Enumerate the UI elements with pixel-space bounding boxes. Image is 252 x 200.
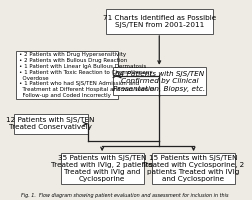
Text: 15 Patients with SJS/TEN
Treated with Cyclosporine, 2
patients Treated with IVIg: 15 Patients with SJS/TEN Treated with Cy… bbox=[142, 155, 245, 182]
Text: 71 Charts Identified as Possible
SJS/TEN from 2001-2011: 71 Charts Identified as Possible SJS/TEN… bbox=[103, 15, 216, 28]
FancyBboxPatch shape bbox=[16, 51, 118, 99]
FancyBboxPatch shape bbox=[61, 153, 144, 184]
FancyBboxPatch shape bbox=[152, 153, 235, 184]
Text: • 2 Patients with Drug Hypersensitivity
• 2 Patients with Bullous Drug Reaction
: • 2 Patients with Drug Hypersensitivity … bbox=[19, 52, 155, 98]
FancyBboxPatch shape bbox=[113, 67, 206, 95]
Text: 35 Patients with SJS/TEN
Treated with IVIg, 2 patients
Treated with IVIg and
Cyc: 35 Patients with SJS/TEN Treated with IV… bbox=[51, 155, 153, 182]
Text: 64 Patients with SJS/TEN
Confirmed by Clinical
Presentation, Biopsy, etc.: 64 Patients with SJS/TEN Confirmed by Cl… bbox=[113, 71, 205, 92]
Text: Fig. 1.  Flow diagram showing patient evaluation and assessment for inclusion in: Fig. 1. Flow diagram showing patient eva… bbox=[21, 193, 229, 198]
FancyBboxPatch shape bbox=[14, 114, 88, 134]
Text: 12 Patients with SJS/TEN
Treated Conservatively: 12 Patients with SJS/TEN Treated Conserv… bbox=[7, 117, 95, 130]
FancyBboxPatch shape bbox=[106, 9, 213, 34]
